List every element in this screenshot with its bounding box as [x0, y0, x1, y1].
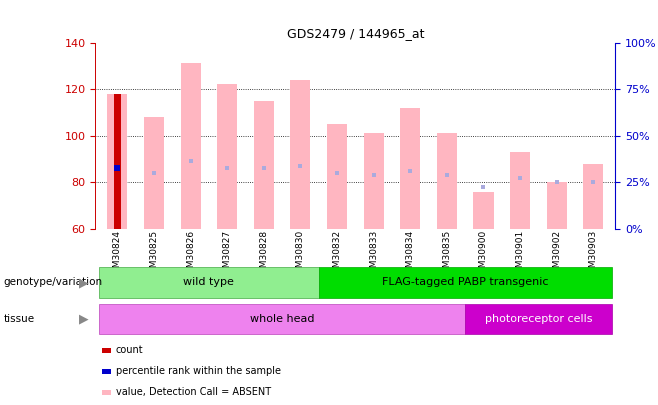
Bar	[583, 164, 603, 229]
Bar	[254, 101, 274, 229]
Text: photoreceptor cells: photoreceptor cells	[484, 314, 592, 324]
Text: genotype/variation: genotype/variation	[3, 277, 103, 288]
Title: GDS2479 / 144965_at: GDS2479 / 144965_at	[287, 27, 424, 40]
Bar	[465, 304, 611, 334]
Text: ▶: ▶	[79, 312, 89, 326]
Bar	[144, 117, 164, 229]
Bar	[107, 94, 128, 229]
Bar	[327, 124, 347, 229]
Bar	[114, 94, 121, 229]
Bar	[99, 267, 318, 298]
Bar	[473, 192, 494, 229]
Text: count: count	[116, 345, 143, 355]
Text: percentile rank within the sample: percentile rank within the sample	[116, 367, 281, 376]
Bar	[318, 267, 611, 298]
Bar	[99, 304, 465, 334]
Bar	[364, 133, 384, 229]
Bar	[547, 182, 567, 229]
Bar	[437, 133, 457, 229]
Bar	[510, 152, 530, 229]
Bar	[400, 108, 420, 229]
Bar	[180, 64, 201, 229]
Text: wild type: wild type	[184, 277, 234, 288]
Bar	[290, 80, 311, 229]
Bar	[217, 85, 238, 229]
Text: tissue: tissue	[3, 314, 34, 324]
Text: FLAG-tagged PABP transgenic: FLAG-tagged PABP transgenic	[382, 277, 548, 288]
Text: ▶: ▶	[79, 276, 89, 289]
Text: value, Detection Call = ABSENT: value, Detection Call = ABSENT	[116, 388, 271, 397]
Text: whole head: whole head	[250, 314, 315, 324]
